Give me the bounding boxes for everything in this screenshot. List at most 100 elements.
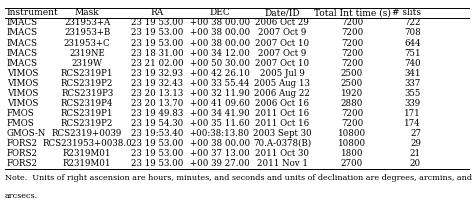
- Text: RA: RA: [150, 8, 164, 17]
- Text: +00 33 55.44: +00 33 55.44: [190, 79, 249, 88]
- Text: FORS2: FORS2: [7, 139, 37, 148]
- Text: RCS2319P1: RCS2319P1: [61, 109, 113, 118]
- Text: RCS2319+0039: RCS2319+0039: [52, 129, 122, 138]
- Text: 2319NE: 2319NE: [69, 49, 105, 58]
- Text: 23 21 02.00: 23 21 02.00: [130, 59, 183, 68]
- Text: +00 38 00.00: +00 38 00.00: [190, 39, 250, 48]
- Text: 23 19 32.43: 23 19 32.43: [131, 79, 183, 88]
- Text: IMACS: IMACS: [7, 18, 37, 27]
- Text: 2011 Oct 16: 2011 Oct 16: [255, 119, 310, 128]
- Text: 231953+A: 231953+A: [64, 18, 110, 27]
- Text: RCS2319P3: RCS2319P3: [61, 89, 113, 98]
- Text: +00 38 00.00: +00 38 00.00: [190, 28, 250, 37]
- Text: 70.A-0378(B): 70.A-0378(B): [253, 139, 311, 148]
- Text: 2007 Oct 9: 2007 Oct 9: [258, 28, 307, 37]
- Text: 355: 355: [405, 89, 421, 98]
- Text: Total Int time (s): Total Int time (s): [313, 8, 391, 17]
- Text: +00 35 11.60: +00 35 11.60: [190, 119, 249, 128]
- Text: +00 38 00.00: +00 38 00.00: [190, 18, 250, 27]
- Text: 20: 20: [410, 159, 421, 168]
- Text: 740: 740: [404, 59, 421, 68]
- Text: +00 37 13.00: +00 37 13.00: [190, 149, 249, 158]
- Text: 174: 174: [404, 119, 421, 128]
- Text: 2880: 2880: [341, 99, 363, 108]
- Text: 722: 722: [404, 18, 421, 27]
- Text: 10800: 10800: [338, 139, 366, 148]
- Text: Instrument: Instrument: [7, 8, 58, 17]
- Text: DEC: DEC: [209, 8, 230, 17]
- Text: IMACS: IMACS: [7, 28, 37, 37]
- Text: 171: 171: [404, 109, 421, 118]
- Text: 2500: 2500: [341, 69, 363, 78]
- Text: 23 19 53.00: 23 19 53.00: [131, 149, 183, 158]
- Text: +00 34 12.00: +00 34 12.00: [190, 49, 249, 58]
- Text: 1800: 1800: [341, 149, 363, 158]
- Text: 7200: 7200: [341, 109, 363, 118]
- Text: Date/ID: Date/ID: [264, 8, 300, 17]
- Text: VIMOS: VIMOS: [7, 99, 38, 108]
- Text: 23 19:53.40: 23 19:53.40: [131, 129, 183, 138]
- Text: 751: 751: [404, 49, 421, 58]
- Text: 2003 Sept 30: 2003 Sept 30: [253, 129, 311, 138]
- Text: RCS231953+0038.0: RCS231953+0038.0: [42, 139, 132, 148]
- Text: 23 20 13.70: 23 20 13.70: [131, 99, 183, 108]
- Text: 23 19 53.00: 23 19 53.00: [131, 159, 183, 168]
- Text: 644: 644: [404, 39, 421, 48]
- Text: 2011 Nov 1: 2011 Nov 1: [257, 159, 308, 168]
- Text: +00 34 41.90: +00 34 41.90: [190, 109, 249, 118]
- Text: 2006 Aug 22: 2006 Aug 22: [255, 89, 310, 98]
- Text: 7200: 7200: [341, 119, 363, 128]
- Text: RCS2319P1: RCS2319P1: [61, 69, 113, 78]
- Text: 2011 Oct 30: 2011 Oct 30: [255, 149, 310, 158]
- Text: 23 18 31.00: 23 18 31.00: [130, 49, 183, 58]
- Text: # slits: # slits: [392, 8, 421, 17]
- Text: R2319M01: R2319M01: [63, 159, 111, 168]
- Text: +00 39 27.00: +00 39 27.00: [190, 159, 249, 168]
- Text: +00 32 11.90: +00 32 11.90: [190, 89, 249, 98]
- Text: 23 19 53.00: 23 19 53.00: [131, 18, 183, 27]
- Text: 2007 Oct 10: 2007 Oct 10: [255, 59, 310, 68]
- Text: 21: 21: [410, 149, 421, 158]
- Text: 2007 Oct 9: 2007 Oct 9: [258, 49, 307, 58]
- Text: 2006 Oct 16: 2006 Oct 16: [255, 99, 310, 108]
- Text: 23 19 53.00: 23 19 53.00: [131, 28, 183, 37]
- Text: FORS2: FORS2: [7, 149, 37, 158]
- Text: 2011 Oct 16: 2011 Oct 16: [255, 109, 310, 118]
- Text: 10800: 10800: [338, 129, 366, 138]
- Text: RCS2319P2: RCS2319P2: [61, 119, 113, 128]
- Text: 23 19 53.00: 23 19 53.00: [131, 139, 183, 148]
- Text: 7200: 7200: [341, 59, 363, 68]
- Text: 708: 708: [404, 28, 421, 37]
- Text: 2319W: 2319W: [72, 59, 103, 68]
- Text: R2319M01: R2319M01: [63, 149, 111, 158]
- Text: 23 19 32.93: 23 19 32.93: [131, 69, 183, 78]
- Text: 2700: 2700: [341, 159, 363, 168]
- Text: FORS2: FORS2: [7, 159, 37, 168]
- Text: VIMOS: VIMOS: [7, 79, 38, 88]
- Text: +00 42 26.10: +00 42 26.10: [190, 69, 249, 78]
- Text: +00 50 30.00: +00 50 30.00: [190, 59, 250, 68]
- Text: 2500: 2500: [341, 79, 363, 88]
- Text: Mask: Mask: [75, 8, 100, 17]
- Text: 29: 29: [410, 139, 421, 148]
- Text: VIMOS: VIMOS: [7, 89, 38, 98]
- Text: +00 41 09.60: +00 41 09.60: [190, 99, 250, 108]
- Text: 1920: 1920: [341, 89, 363, 98]
- Text: 7200: 7200: [341, 28, 363, 37]
- Text: 7200: 7200: [341, 49, 363, 58]
- Text: GMOS-N: GMOS-N: [7, 129, 46, 138]
- Text: 2007 Oct 10: 2007 Oct 10: [255, 39, 310, 48]
- Text: RCS2319P2: RCS2319P2: [61, 79, 113, 88]
- Text: IMACS: IMACS: [7, 49, 37, 58]
- Text: arcsecs.: arcsecs.: [5, 192, 38, 200]
- Text: 2005 Aug 13: 2005 Aug 13: [255, 79, 310, 88]
- Text: 23 20 13.13: 23 20 13.13: [131, 89, 183, 98]
- Text: +00:38:13.80: +00:38:13.80: [190, 129, 250, 138]
- Text: Note.  Units of right ascension are hours, minutes, and seconds and units of dec: Note. Units of right ascension are hours…: [5, 174, 472, 182]
- Text: 7200: 7200: [341, 18, 363, 27]
- Text: 341: 341: [404, 69, 421, 78]
- Text: 23 19 54.30: 23 19 54.30: [131, 119, 183, 128]
- Text: IMACS: IMACS: [7, 39, 37, 48]
- Text: IMACS: IMACS: [7, 59, 37, 68]
- Text: 27: 27: [410, 129, 421, 138]
